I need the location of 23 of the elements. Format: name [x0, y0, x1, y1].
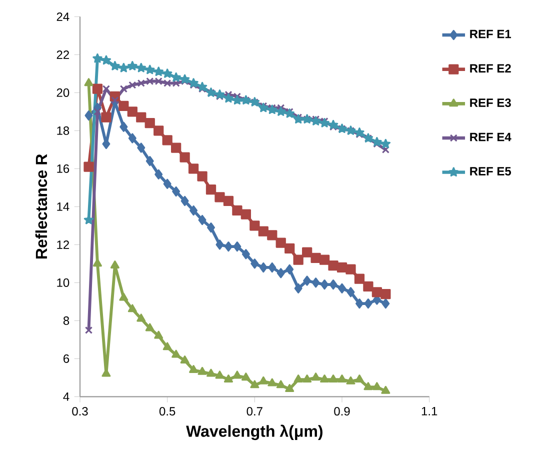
legend-label: REF E4 [470, 132, 512, 142]
x-tick-label: 0.5 [159, 407, 176, 416]
y-tick-label: 22 [56, 50, 69, 59]
legend-label: REF E3 [470, 98, 511, 107]
legend-label: REF E1 [470, 30, 512, 38]
x-tick-label: 0.7 [246, 407, 262, 416]
y-tick-label: 8 [63, 316, 70, 325]
y-tick-label: 12 [57, 240, 69, 249]
y-tick-label: 20 [56, 88, 70, 97]
y-tick-label: 6 [64, 354, 70, 363]
y-tick-label: 10 [57, 278, 70, 287]
x-tick-label: 0.9 [334, 407, 350, 416]
y-tick-label: 14 [57, 202, 70, 211]
x-axis-title: Wavelength λ(μm) [186, 424, 322, 440]
y-tick-label: 24 [56, 12, 70, 21]
x-tick-label: 0.3 [72, 407, 88, 416]
legend-label: REF E2 [470, 64, 511, 72]
legend-label: REF E5 [470, 167, 512, 176]
x-tick-label: 1.1 [422, 407, 438, 416]
y-tick-label: 16 [57, 164, 70, 173]
y-tick-label: 18 [57, 126, 70, 135]
y-axis-title: Reflectance R [35, 154, 48, 258]
y-tick-label: 4 [63, 392, 70, 401]
